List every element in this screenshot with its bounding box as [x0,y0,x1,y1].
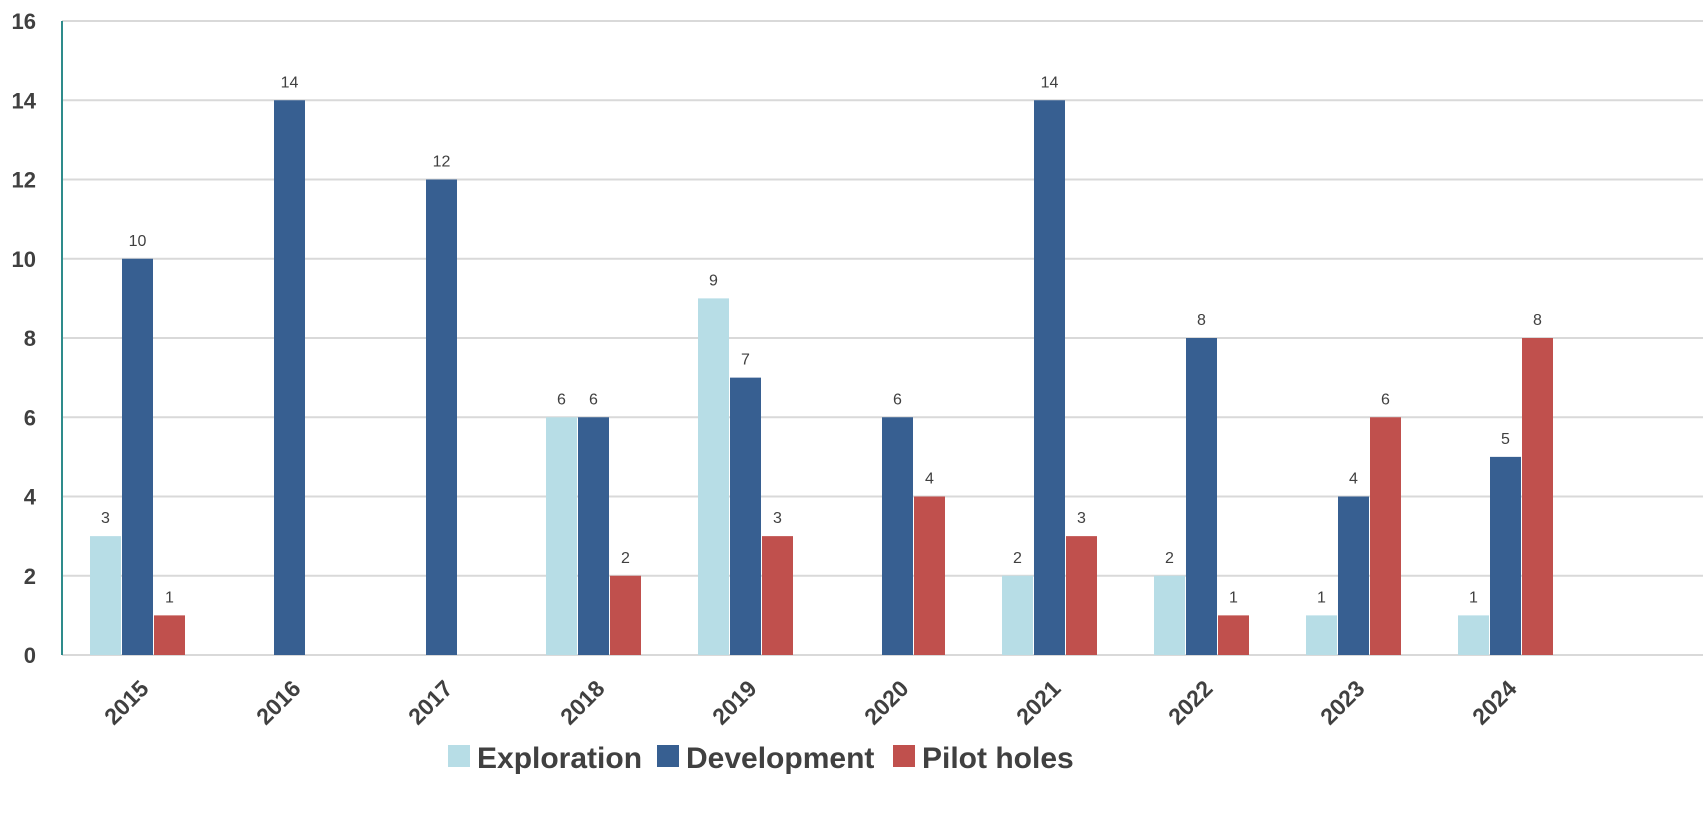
legend-label: Pilot holes [922,742,1074,775]
bar-pilot-holes-2022 [1218,615,1249,655]
bar-development-2021 [1034,100,1065,655]
data-label: 1 [165,589,174,606]
bar-exploration-2021 [1002,575,1033,655]
x-tick-label: 2022 [1163,675,1218,730]
x-tick-label: 2015 [99,675,154,730]
bar-exploration-2023 [1306,615,1337,655]
legend-label: Exploration [477,742,642,775]
bar-pilot-holes-2020 [914,496,945,655]
y-tick-label: 4 [24,485,37,510]
legend: Exploration Development Pilot holes [448,742,1074,775]
legend-label: Development [686,742,874,775]
y-tick-label: 2 [24,564,36,589]
y-tick-label: 0 [24,643,36,668]
data-label: 14 [1041,74,1059,91]
data-label: 4 [925,471,934,488]
bar-development-2024 [1490,456,1521,655]
data-label: 2 [621,550,630,567]
data-label: 3 [773,510,782,527]
x-tick-label: 2020 [859,675,914,730]
bar-exploration-2024 [1458,615,1489,655]
legend-swatch-exploration [448,745,470,767]
x-tick-label: 2018 [555,675,610,730]
bar-development-2015 [122,258,153,655]
y-tick-label: 16 [12,9,36,34]
data-label: 3 [101,510,110,527]
y-axis-ticks: 0 2 4 6 8 10 12 14 16 [12,9,37,668]
bar-pilot-holes-2023 [1370,417,1401,655]
y-tick-label: 12 [12,168,36,193]
data-label: 1 [1469,589,1478,606]
bar-pilot-holes-2015 [154,615,185,655]
data-label: 6 [893,391,902,408]
x-tick-label: 2023 [1315,675,1370,730]
data-label: 3 [1077,510,1086,527]
bar-pilot-holes-2021 [1066,536,1097,655]
x-tick-label: 2017 [403,675,458,730]
bar-development-2022 [1186,338,1217,655]
bar-development-2018 [578,417,609,655]
data-label: 14 [281,74,299,91]
bar-exploration-2019 [698,298,729,655]
x-axis-ticks: 2015 2016 2017 2018 2019 2020 2021 2022 2023 2024 [99,675,1522,730]
data-label: 10 [129,233,147,250]
y-tick-label: 10 [12,247,36,272]
data-label: 1 [1229,589,1238,606]
data-label: 4 [1349,471,1358,488]
bar-development-2023 [1338,496,1369,655]
data-label: 6 [589,391,598,408]
y-tick-label: 14 [12,88,37,113]
data-label: 1 [1317,589,1326,606]
bar-exploration-2018 [546,417,577,655]
data-label: 6 [1381,391,1390,408]
x-tick-label: 2016 [251,675,306,730]
y-tick-label: 8 [24,326,36,351]
bar-development-2019 [730,377,761,655]
data-label: 8 [1197,312,1206,329]
data-label: 6 [557,391,566,408]
bar-exploration-2022 [1154,575,1185,655]
bar-development-2016 [274,100,305,655]
x-tick-label: 2019 [707,675,762,730]
y-tick-label: 6 [24,405,36,430]
data-label: 8 [1533,312,1542,329]
data-label: 7 [741,352,750,369]
bar-pilot-holes-2018 [610,575,641,655]
data-label: 2 [1013,550,1022,567]
bar-development-2017 [426,179,457,655]
bar-exploration-2015 [90,536,121,655]
bar-development-2020 [882,417,913,655]
legend-swatch-development [657,745,679,767]
x-tick-label: 2021 [1011,675,1066,730]
data-label: 9 [709,272,718,289]
data-label: 2 [1165,550,1174,567]
data-label: 12 [433,154,451,171]
bar-pilot-holes-2024 [1522,338,1553,655]
x-tick-label: 2024 [1467,675,1522,730]
bars [90,100,1553,655]
bar-pilot-holes-2019 [762,536,793,655]
data-label: 5 [1501,431,1510,448]
legend-swatch-pilot-holes [893,745,915,767]
